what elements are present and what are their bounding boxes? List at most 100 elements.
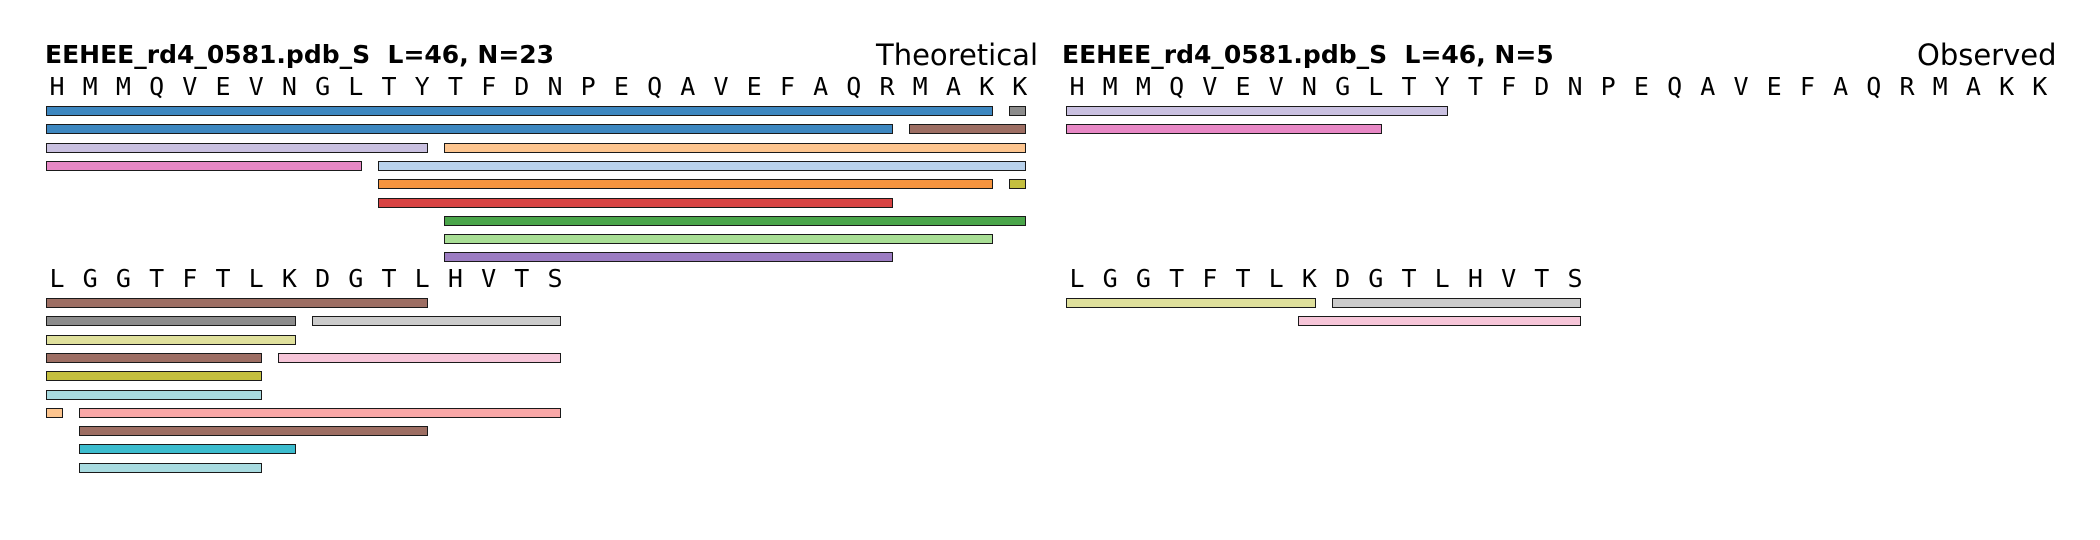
- residue-label: Q: [846, 72, 862, 101]
- peptide-bar: [909, 124, 1026, 135]
- residue-label: F: [779, 72, 795, 101]
- residue-label: G: [1368, 264, 1384, 293]
- residue-label: T: [514, 264, 530, 293]
- residue-label: A: [1700, 72, 1716, 101]
- peptide-bar: [46, 142, 429, 153]
- peptide-bar: [378, 179, 993, 190]
- residue-label: E: [1633, 72, 1649, 101]
- residue-label: L: [1434, 264, 1450, 293]
- residue-label: N: [547, 72, 563, 101]
- peptide-bar: [1066, 298, 1316, 308]
- residue-label: L: [414, 264, 430, 293]
- residue-label: R: [879, 72, 895, 101]
- residue-label: D: [315, 264, 331, 293]
- residue-label: K: [979, 72, 995, 101]
- residue-label: L: [348, 72, 364, 101]
- residue-label: V: [1733, 72, 1749, 101]
- residue-label: M: [1932, 72, 1948, 101]
- peptide-bar: [46, 371, 263, 382]
- residue-label: S: [547, 264, 563, 293]
- peptide-bar: [311, 316, 562, 327]
- residue-label: G: [348, 264, 364, 293]
- peptide-bar: [46, 298, 429, 308]
- panel-mode-label: Theoretical: [876, 38, 1039, 72]
- residue-label: T: [1169, 264, 1185, 293]
- peptide-bar: [46, 407, 64, 418]
- peptide-bar: [79, 444, 296, 455]
- residue-label: L: [248, 264, 264, 293]
- residue-label: A: [1965, 72, 1981, 101]
- residue-label: V: [481, 264, 497, 293]
- residue-label: K: [281, 264, 297, 293]
- residue-label: T: [1235, 264, 1251, 293]
- peptide-bar: [1066, 106, 1449, 116]
- peptide-bar: [444, 234, 993, 245]
- residue-label: T: [1467, 72, 1483, 101]
- panel-title: EEHEE_rd4_0581.pdb_S L=46, N=23: [45, 40, 555, 69]
- peptide-bar: [378, 160, 1026, 171]
- residue-label: E: [613, 72, 629, 101]
- residue-label: D: [1335, 264, 1351, 293]
- residue-label: A: [680, 72, 696, 101]
- residue-label: L: [1069, 264, 1085, 293]
- residue-label: V: [1268, 72, 1284, 101]
- residue-label: E: [746, 72, 762, 101]
- peptide-bar: [1298, 316, 1582, 327]
- peptide-bar: [444, 252, 894, 263]
- residue-label: A: [1833, 72, 1849, 101]
- residue-label: R: [1899, 72, 1915, 101]
- peptide-bar: [46, 124, 894, 135]
- residue-label: Q: [149, 72, 165, 101]
- residue-label: K: [2032, 72, 2048, 101]
- residue-label: F: [182, 264, 198, 293]
- residue-label: G: [1335, 72, 1351, 101]
- residue-label: G: [1135, 264, 1151, 293]
- residue-label: M: [1102, 72, 1118, 101]
- peptide-bar: [46, 160, 362, 171]
- residue-label: G: [1102, 264, 1118, 293]
- residue-label: H: [49, 72, 65, 101]
- residue-label: F: [481, 72, 497, 101]
- residue-label: T: [149, 264, 165, 293]
- residue-label: H: [447, 264, 463, 293]
- residue-label: M: [82, 72, 98, 101]
- residue-label: K: [1301, 264, 1317, 293]
- residue-label: L: [1268, 264, 1284, 293]
- peptide-bar: [278, 352, 562, 363]
- residue-label: F: [1799, 72, 1815, 101]
- peptide-bar: [1331, 298, 1582, 308]
- peptide-bar: [1008, 179, 1026, 190]
- residue-label: S: [1567, 264, 1583, 293]
- residue-label: V: [182, 72, 198, 101]
- residue-label: T: [447, 72, 463, 101]
- residue-label: P: [1600, 72, 1616, 101]
- residue-label: G: [82, 264, 98, 293]
- residue-label: T: [381, 72, 397, 101]
- residue-label: N: [1301, 72, 1317, 101]
- peptide-bar: [46, 106, 993, 116]
- residue-label: K: [1999, 72, 2015, 101]
- residue-label: Q: [1866, 72, 1882, 101]
- residue-label: F: [1501, 72, 1517, 101]
- peptide-bar: [444, 142, 1026, 153]
- peptide-bar: [1008, 106, 1026, 116]
- residue-label: V: [713, 72, 729, 101]
- residue-label: E: [1766, 72, 1782, 101]
- residue-label: M: [1135, 72, 1151, 101]
- peptide-bar: [1066, 124, 1382, 135]
- peptide-bar: [378, 197, 894, 208]
- residue-label: T: [1534, 264, 1550, 293]
- residue-label: A: [945, 72, 961, 101]
- residue-label: T: [215, 264, 231, 293]
- peptide-bar: [444, 215, 1026, 226]
- peptide-bar: [46, 389, 263, 400]
- residue-label: G: [315, 72, 331, 101]
- residue-label: V: [1202, 72, 1218, 101]
- panel-mode-label: Observed: [1917, 38, 2057, 72]
- peptide-bar: [46, 316, 296, 327]
- peptide-bar: [79, 407, 562, 418]
- peptide-bar: [46, 352, 263, 363]
- peptide-bar: [79, 426, 429, 437]
- residue-label: Y: [1434, 72, 1450, 101]
- residue-label: L: [1368, 72, 1384, 101]
